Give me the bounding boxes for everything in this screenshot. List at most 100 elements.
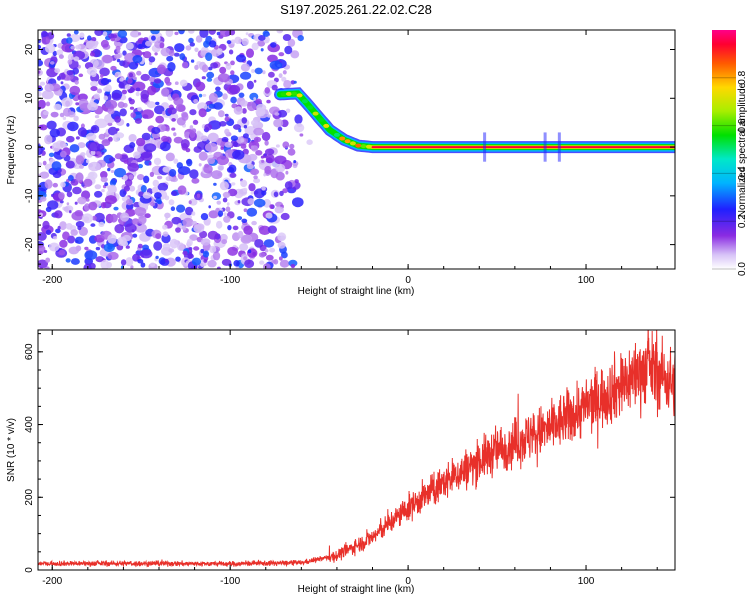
noise-blob xyxy=(116,128,120,132)
noise-blob xyxy=(94,30,104,36)
noise-blob xyxy=(178,30,185,35)
noise-blob xyxy=(60,181,66,188)
noise-blob xyxy=(278,52,285,57)
noise-blob xyxy=(73,30,79,35)
noise-blob xyxy=(77,127,87,137)
noise-blob xyxy=(278,73,283,78)
noise-blob xyxy=(270,42,277,48)
noise-blob xyxy=(138,215,147,225)
noise-blob xyxy=(240,63,250,72)
signal-blob xyxy=(301,99,308,104)
noise-blob xyxy=(226,63,230,67)
noise-blob xyxy=(217,73,230,83)
noise-blob xyxy=(114,224,125,234)
noise-blob xyxy=(38,162,43,167)
noise-blob xyxy=(189,234,198,241)
noise-blob xyxy=(209,245,217,254)
noise-blob xyxy=(50,61,55,65)
noise-blob xyxy=(133,151,141,159)
signal-blob xyxy=(328,129,335,134)
noise-blob xyxy=(239,100,249,107)
noise-blob xyxy=(78,73,84,78)
noise-blob xyxy=(246,163,254,170)
noise-blob xyxy=(94,212,105,223)
noise-blob xyxy=(250,119,259,126)
noise-blob xyxy=(297,123,303,127)
noise-blob xyxy=(237,216,243,221)
noise-blob xyxy=(253,198,266,208)
noise-blob xyxy=(155,255,159,259)
noise-blob xyxy=(170,206,176,211)
noise-blob xyxy=(114,167,126,178)
noise-blob xyxy=(189,198,198,206)
noise-blob xyxy=(240,179,248,188)
noise-blob xyxy=(233,260,240,267)
noise-blob xyxy=(237,200,241,204)
noise-blob xyxy=(196,193,201,198)
noise-blob xyxy=(116,49,121,53)
noise-blob xyxy=(230,60,235,66)
noise-blob xyxy=(102,31,108,37)
noise-blob xyxy=(224,116,230,122)
noise-blob xyxy=(251,42,259,51)
noise-blob xyxy=(166,55,174,62)
noise-blob xyxy=(107,122,113,127)
noise-blob xyxy=(273,118,284,128)
noise-blob xyxy=(261,186,266,191)
noise-blob xyxy=(102,54,113,64)
noise-blob xyxy=(109,179,117,187)
noise-blob xyxy=(53,236,58,240)
noise-blob xyxy=(87,141,101,152)
noise-blob xyxy=(143,175,150,184)
noise-blob xyxy=(189,169,199,179)
y-tick-label: 400 xyxy=(24,416,35,433)
noise-blob xyxy=(73,56,80,62)
noise-blob xyxy=(224,128,230,135)
noise-blob xyxy=(191,257,202,266)
noise-blob xyxy=(66,70,74,76)
noise-blob xyxy=(156,175,163,180)
noise-blob xyxy=(83,216,90,222)
colorbar-label: Normalized spectral amplitude xyxy=(737,82,748,217)
noise-blob xyxy=(186,238,193,247)
noise-blob xyxy=(216,200,222,205)
y-tick-label: 0 xyxy=(24,144,35,150)
noise-blob xyxy=(267,114,272,118)
noise-blob xyxy=(116,58,121,63)
noise-blob xyxy=(242,108,247,114)
noise-blob xyxy=(237,230,244,239)
broadband-burst xyxy=(483,132,487,162)
noise-blob xyxy=(227,188,238,197)
noise-blob xyxy=(148,162,152,166)
noise-blob xyxy=(156,64,166,75)
noise-blob xyxy=(66,135,75,143)
noise-blob xyxy=(59,221,67,231)
noise-blob xyxy=(253,79,257,83)
noise-blob xyxy=(198,163,202,167)
noise-blob xyxy=(169,238,179,249)
noise-blob xyxy=(68,175,74,182)
noise-blob xyxy=(128,97,132,102)
noise-blob xyxy=(114,73,119,78)
noise-blob xyxy=(194,47,199,53)
noise-blob xyxy=(230,70,235,76)
noise-blob xyxy=(65,160,75,169)
noise-blob xyxy=(168,50,175,57)
noise-blob xyxy=(244,259,255,269)
noise-blob xyxy=(198,151,208,161)
noise-blob xyxy=(107,167,111,172)
noise-blob xyxy=(242,187,248,193)
noise-blob xyxy=(70,45,76,50)
noise-blob xyxy=(285,170,289,175)
noise-blob xyxy=(89,52,96,57)
y-tick-label: -10 xyxy=(24,188,35,203)
noise-blob xyxy=(279,256,283,261)
noise-blob xyxy=(160,141,171,152)
noise-blob xyxy=(120,212,130,222)
noise-blob xyxy=(200,238,211,246)
figure-title: S197.2025.261.22.02.C28 xyxy=(280,2,432,17)
noise-blob xyxy=(140,262,146,268)
noise-blob xyxy=(123,185,130,192)
noise-blob xyxy=(52,50,57,57)
noise-blob xyxy=(168,199,175,206)
